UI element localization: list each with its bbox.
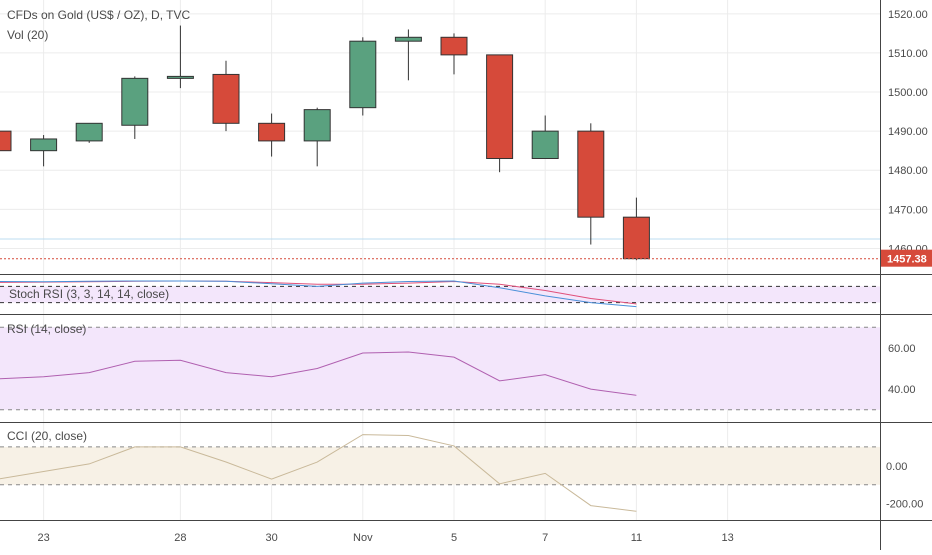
candle-body xyxy=(303,109,331,142)
candle-body xyxy=(622,216,650,260)
candle-body xyxy=(486,54,514,160)
candle-body xyxy=(531,130,559,160)
rsi-legend: RSI (14, close) xyxy=(7,322,87,336)
chart-title: CFDs on Gold (US$ / OZ), D, TVC xyxy=(7,8,191,22)
cci-tick-label: -200.00 xyxy=(886,499,923,511)
panel-band-fill xyxy=(0,446,880,485)
panel-band-fill xyxy=(0,286,880,303)
volume-legend: Vol (20) xyxy=(7,28,49,42)
price-tick-label: 1520.00 xyxy=(888,9,928,21)
candle-body xyxy=(577,130,605,218)
x-tick-label: 30 xyxy=(265,532,277,544)
x-tick-label: 5 xyxy=(451,532,457,544)
cci-legend: CCI (20, close) xyxy=(7,429,88,443)
panel-band-fill xyxy=(0,327,880,410)
x-tick-label: 28 xyxy=(174,532,186,544)
price-tick-label: 1470.00 xyxy=(888,204,928,216)
price-tick-label: 1480.00 xyxy=(888,165,928,177)
price-tick-label: 1490.00 xyxy=(888,126,928,138)
last-price-badge xyxy=(881,249,932,267)
candle-body xyxy=(440,36,468,56)
rsi-tick-label: 40.00 xyxy=(888,384,916,396)
candle-body xyxy=(258,122,286,142)
candle-body xyxy=(121,77,149,126)
candle-body xyxy=(75,122,103,142)
last-price-label: 1457.38 xyxy=(887,254,927,266)
x-tick-label: 23 xyxy=(37,532,49,544)
cci-line xyxy=(0,434,637,512)
x-tick-label: 13 xyxy=(721,532,733,544)
stoch-rsi-legend: Stoch RSI (3, 3, 14, 14, close) xyxy=(9,287,170,301)
candle-body xyxy=(394,36,422,42)
x-tick-label: Nov xyxy=(353,532,373,544)
x-tick-label: 11 xyxy=(631,532,642,544)
price-tick-label: 1500.00 xyxy=(888,87,928,99)
candle-body xyxy=(212,73,240,124)
price-tick-label: 1510.00 xyxy=(888,48,928,60)
candle-body xyxy=(349,40,377,109)
candle-body xyxy=(166,75,194,79)
x-tick-label: 7 xyxy=(542,532,548,544)
stoch-k-line xyxy=(0,280,637,308)
candle-body xyxy=(0,130,12,152)
candle-body xyxy=(30,138,58,152)
rsi-line xyxy=(0,351,637,396)
cci-tick-label: 0.00 xyxy=(886,461,907,473)
rsi-tick-label: 60.00 xyxy=(888,343,916,355)
